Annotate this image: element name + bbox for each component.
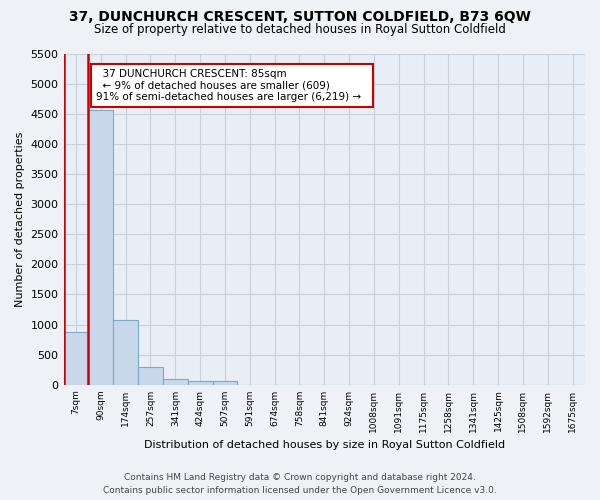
Bar [64,332,88,384]
Text: Size of property relative to detached houses in Royal Sutton Coldfield: Size of property relative to detached ho… [94,22,506,36]
X-axis label: Distribution of detached houses by size in Royal Sutton Coldfield: Distribution of detached houses by size … [144,440,505,450]
Y-axis label: Number of detached properties: Number of detached properties [15,132,25,307]
Bar [88,110,113,384]
Bar [138,366,163,384]
Bar [188,381,212,384]
Text: Contains HM Land Registry data © Crown copyright and database right 2024.
Contai: Contains HM Land Registry data © Crown c… [103,473,497,495]
Bar [113,320,138,384]
Text: 37 DUNCHURCH CRESCENT: 85sqm
  ← 9% of detached houses are smaller (609)
91% of : 37 DUNCHURCH CRESCENT: 85sqm ← 9% of det… [96,69,367,102]
Text: 37, DUNCHURCH CRESCENT, SUTTON COLDFIELD, B73 6QW: 37, DUNCHURCH CRESCENT, SUTTON COLDFIELD… [69,10,531,24]
Bar [212,382,238,384]
Bar [163,378,188,384]
